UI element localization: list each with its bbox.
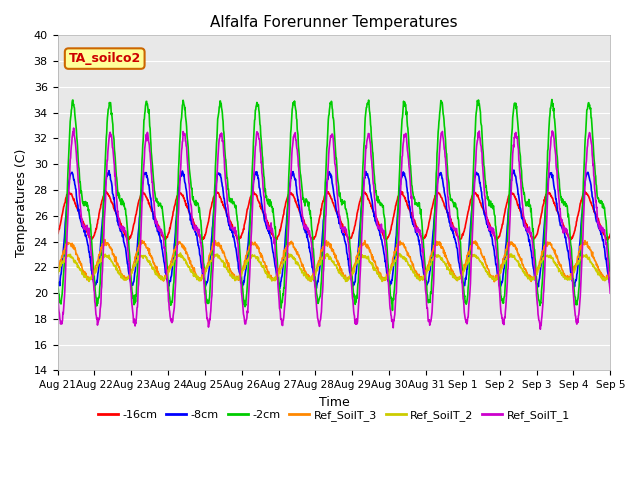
Ref_SoilT_2 [54, 269, 61, 275]
Ref_SoilT_2 [164, 272, 172, 278]
Ref_SoilT_1 [541, 251, 549, 257]
Legend: -16cm, -8cm, -2cm, Ref_SoilT_3, Ref_SoilT_2, Ref_SoilT_1: -16cm, -8cm, -2cm, Ref_SoilT_3, Ref_Soil… [93, 406, 575, 425]
Ref_SoilT_3 [164, 272, 172, 277]
Ref_SoilT_1 [70, 125, 77, 131]
Ref_SoilT_2 [177, 250, 184, 256]
-2cm [607, 277, 614, 283]
Ref_SoilT_2 [239, 267, 247, 273]
-2cm [548, 96, 556, 102]
-2cm [177, 129, 184, 135]
Ref_SoilT_2 [177, 253, 185, 259]
-8cm [239, 284, 246, 289]
-16cm [541, 194, 548, 200]
-8cm [492, 262, 500, 267]
-2cm [163, 262, 171, 267]
Y-axis label: Temperatures (C): Temperatures (C) [15, 149, 28, 257]
-16cm [607, 231, 614, 237]
Ref_SoilT_2 [85, 278, 93, 284]
-2cm [239, 284, 246, 289]
Line: -2cm: -2cm [58, 99, 611, 311]
Ref_SoilT_3 [101, 237, 109, 242]
-2cm [492, 228, 500, 234]
-16cm [239, 230, 246, 236]
Line: Ref_SoilT_2: Ref_SoilT_2 [58, 253, 611, 281]
-8cm [541, 208, 549, 214]
Ref_SoilT_3 [54, 268, 61, 274]
Ref_SoilT_3 [239, 266, 246, 272]
Ref_SoilT_2 [493, 277, 500, 283]
-8cm [607, 281, 614, 287]
Ref_SoilT_3 [177, 241, 185, 247]
-2cm [388, 308, 396, 313]
Ref_SoilT_1 [177, 163, 185, 168]
-16cm [604, 238, 611, 243]
Ref_SoilT_2 [420, 274, 428, 279]
Ref_SoilT_1 [536, 326, 544, 332]
Title: Alfalfa Forerunner Temperatures: Alfalfa Forerunner Temperatures [210, 15, 458, 30]
Ref_SoilT_2 [541, 254, 549, 260]
Ref_SoilT_3 [607, 271, 614, 276]
-8cm [420, 273, 428, 278]
Ref_SoilT_2 [607, 272, 614, 278]
Line: Ref_SoilT_1: Ref_SoilT_1 [58, 128, 611, 329]
-16cm [420, 235, 428, 241]
Ref_SoilT_1 [420, 262, 428, 268]
-16cm [177, 191, 184, 196]
-2cm [54, 279, 61, 285]
-16cm [492, 235, 500, 240]
-8cm [54, 281, 61, 287]
Line: -16cm: -16cm [58, 192, 611, 240]
Ref_SoilT_3 [420, 274, 428, 279]
Ref_SoilT_1 [607, 290, 614, 296]
Ref_SoilT_3 [493, 276, 500, 282]
Text: TA_soilco2: TA_soilco2 [68, 52, 141, 65]
-2cm [420, 248, 428, 254]
-16cm [163, 234, 171, 240]
-8cm [510, 167, 518, 173]
Ref_SoilT_3 [490, 279, 498, 285]
-16cm [54, 231, 61, 237]
-8cm [163, 277, 171, 283]
Ref_SoilT_1 [54, 291, 61, 297]
-8cm [177, 173, 184, 179]
Line: Ref_SoilT_3: Ref_SoilT_3 [58, 240, 611, 282]
Ref_SoilT_1 [492, 246, 500, 252]
-8cm [276, 286, 284, 292]
Ref_SoilT_3 [541, 242, 549, 248]
-16cm [397, 189, 405, 194]
X-axis label: Time: Time [319, 396, 349, 408]
Ref_SoilT_1 [239, 300, 246, 306]
Ref_SoilT_1 [164, 278, 172, 284]
Line: -8cm: -8cm [58, 170, 611, 289]
-2cm [541, 221, 548, 227]
